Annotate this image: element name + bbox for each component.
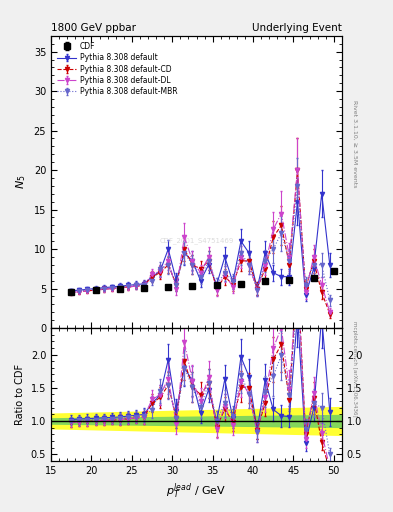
- Text: CDF_2001_S4751469: CDF_2001_S4751469: [159, 237, 234, 244]
- Y-axis label: $N_5$: $N_5$: [15, 175, 28, 189]
- Text: Underlying Event: Underlying Event: [252, 23, 342, 33]
- Text: Rivet 3.1.10, ≥ 3.5M events: Rivet 3.1.10, ≥ 3.5M events: [352, 100, 357, 187]
- Y-axis label: Ratio to CDF: Ratio to CDF: [15, 364, 25, 425]
- Legend: CDF, Pythia 8.308 default, Pythia 8.308 default-CD, Pythia 8.308 default-DL, Pyt: CDF, Pythia 8.308 default, Pythia 8.308 …: [55, 39, 180, 98]
- Text: mcplots.cern.ch [arXiv:1306.3436]: mcplots.cern.ch [arXiv:1306.3436]: [352, 321, 357, 416]
- X-axis label: $p_T^{lead}$ / GeV: $p_T^{lead}$ / GeV: [166, 481, 227, 501]
- Text: 1800 GeV ppbar: 1800 GeV ppbar: [51, 23, 136, 33]
